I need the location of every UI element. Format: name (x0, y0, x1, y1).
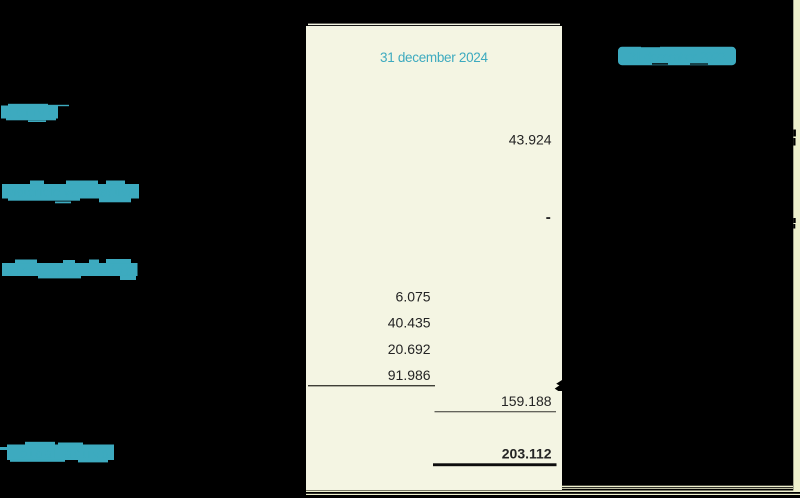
svg-text:31 december 2024: 31 december 2024 (380, 50, 488, 65)
svg-text:203.112: 203.112 (502, 445, 552, 461)
svg-text:43.924: 43.924 (509, 132, 552, 148)
svg-text:20.692: 20.692 (388, 341, 431, 357)
svg-text:40.435: 40.435 (388, 315, 431, 331)
svg-text:159.188: 159.188 (501, 393, 552, 409)
svg-text:6.075: 6.075 (396, 289, 431, 305)
svg-text:Vlottende activa: Vlottende activa (5, 263, 133, 278)
svg-text:31 december 2023: 31 december 2023 (628, 50, 726, 65)
svg-text:Materiële vaste activa: Materiële vaste activa (5, 184, 135, 199)
svg-text:91.986: 91.986 (388, 367, 431, 383)
svg-text:Totaal activa: Totaal activa (11, 446, 109, 461)
